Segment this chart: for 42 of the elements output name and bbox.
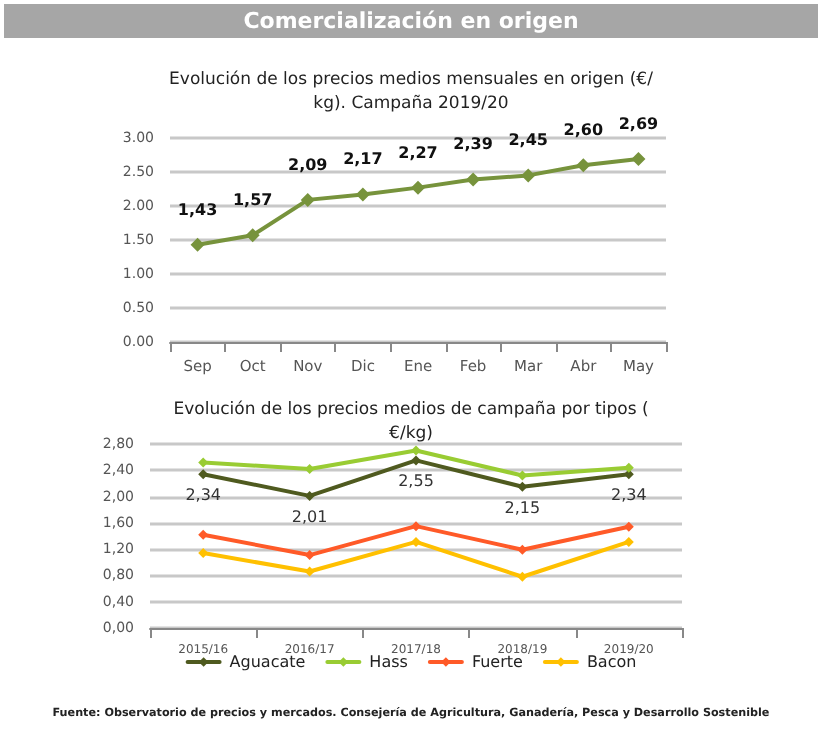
point <box>300 192 315 207</box>
point <box>245 228 260 243</box>
data-label: 2,69 <box>618 115 660 134</box>
point <box>304 566 315 577</box>
point <box>355 187 370 202</box>
data-label: 1,43 <box>177 200 218 219</box>
data-label: 2,27 <box>398 143 438 162</box>
point <box>411 445 421 456</box>
point <box>517 544 528 555</box>
data-label: 2,34 <box>610 486 647 505</box>
chart-title: Evolución de los precios medios de campaña por tipos (€/kg) <box>173 400 649 444</box>
point <box>623 521 634 532</box>
data-label: 2,60 <box>563 121 604 140</box>
legend-label: Fuerte <box>471 653 524 671</box>
data-label: 2,45 <box>508 131 549 150</box>
point <box>198 529 209 540</box>
point <box>631 152 646 167</box>
point <box>623 536 634 547</box>
data-label: 2,17 <box>343 150 383 169</box>
point <box>521 168 536 183</box>
data-label: 2,55 <box>398 472 434 491</box>
point <box>466 172 481 187</box>
point <box>304 490 315 501</box>
point <box>411 455 421 466</box>
data-label: 2,39 <box>453 135 494 154</box>
point <box>411 180 425 195</box>
point <box>517 571 528 582</box>
point <box>190 237 205 252</box>
point <box>411 536 421 547</box>
point <box>576 158 591 173</box>
legend-label: Hass <box>369 653 408 671</box>
data-label: 2,34 <box>185 486 222 505</box>
legend-label: Aguacate <box>229 653 306 671</box>
point <box>304 550 315 561</box>
data-label: 2,09 <box>288 155 329 174</box>
chart-title: Evolución de los precios medios mensuales en origen (€/kg). Campaña 2019/20 <box>169 70 654 114</box>
legend-label: Bacon <box>586 653 637 671</box>
data-label: 2,01 <box>291 507 328 526</box>
text: Comercialización en origen <box>4 4 818 38</box>
point <box>411 521 421 532</box>
data-label: 1,57 <box>232 191 273 210</box>
data-label: 2,15 <box>504 498 541 517</box>
